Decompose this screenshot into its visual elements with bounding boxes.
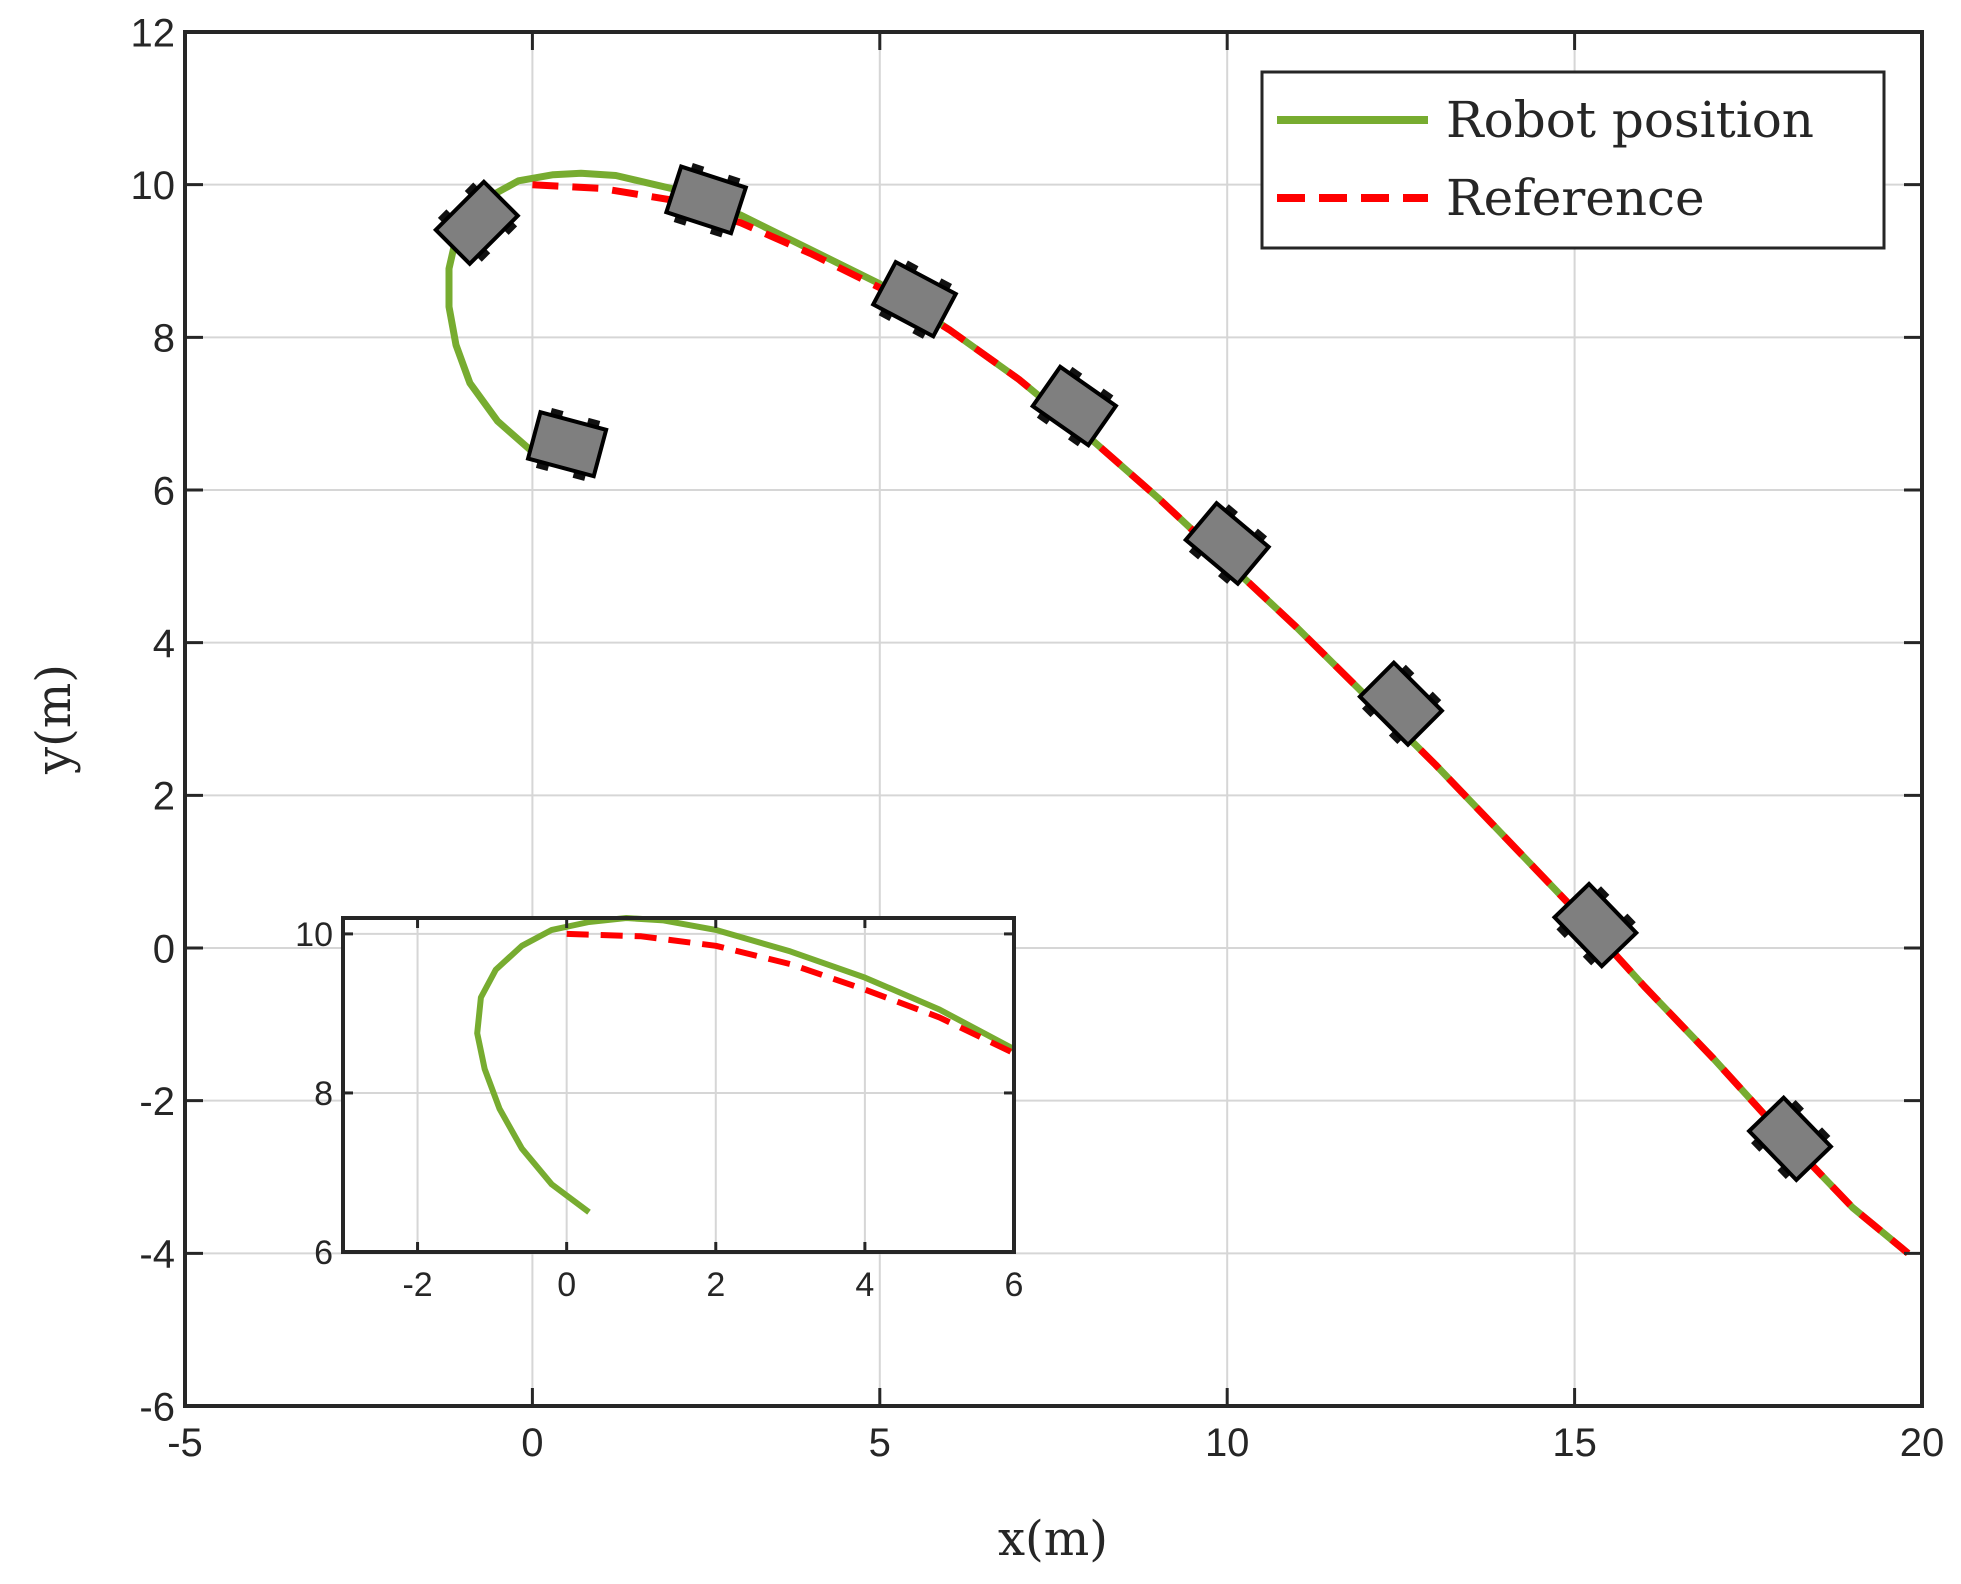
- main-y-tick-label: -6: [139, 1385, 175, 1429]
- robot-marker: [1357, 659, 1445, 748]
- robot-body: [663, 164, 749, 236]
- main-x-tick-label: 5: [869, 1421, 891, 1465]
- main-y-tick-label: 6: [153, 469, 175, 513]
- robot-body: [1551, 881, 1640, 970]
- robot-marker: [870, 259, 959, 340]
- legend: Robot position Reference: [1260, 70, 1886, 250]
- main-y-tick-label: 8: [153, 317, 175, 361]
- robot-body: [432, 178, 521, 267]
- robot-marker: [1746, 1094, 1834, 1183]
- inset-axes-box: [341, 916, 1016, 1254]
- inset-ticks: -2 0 2 4 6 6 8 10: [295, 916, 1023, 1304]
- inset-plot: -2 0 2 4 6 6 8 10: [295, 915, 1023, 1304]
- robot-marker: [1551, 881, 1640, 970]
- robot-marker: [432, 178, 521, 267]
- inset-x-tick-label: 4: [855, 1266, 874, 1304]
- legend-label-robot-position: Robot position: [1446, 91, 1814, 149]
- inset-x-tick-label: 2: [706, 1266, 725, 1304]
- robot-body: [525, 409, 609, 479]
- robot-body: [870, 259, 959, 340]
- main-x-tick-label: -5: [167, 1421, 203, 1465]
- main-y-tick-label: 0: [153, 927, 175, 971]
- main-y-tick-label: 2: [153, 775, 175, 819]
- y-axis-label: y(m): [26, 664, 82, 775]
- inset-x-tick-label: -2: [402, 1266, 432, 1304]
- main-axes-box: [183, 30, 1924, 1408]
- inset-x-tick-label: 6: [1005, 1266, 1024, 1304]
- inset-series: [474, 915, 1016, 1215]
- main-y-tick-label: 10: [131, 164, 176, 208]
- main-y-tick-label: 12: [131, 11, 176, 55]
- robot-body: [1182, 500, 1272, 587]
- inset-plot-area: [343, 918, 1014, 1252]
- inset-y-tick-label: 6: [314, 1234, 333, 1272]
- inset-y-tick-label: 10: [295, 916, 333, 954]
- inset-robot-position-line: [474, 915, 1016, 1215]
- main-x-tick-label: 15: [1552, 1421, 1597, 1465]
- main-x-tick-label: 10: [1205, 1421, 1250, 1465]
- legend-box: [1260, 70, 1886, 250]
- robot-marker: [663, 163, 749, 238]
- main-x-tick-label: 0: [521, 1421, 543, 1465]
- x-axis-label: x(m): [998, 1511, 1108, 1567]
- robot-body: [1746, 1094, 1834, 1183]
- main-y-tick-label: -2: [139, 1080, 175, 1124]
- robot-markers: [432, 163, 1834, 1183]
- inset-reference-line: [566, 930, 1016, 1056]
- inset-y-tick-label: 8: [314, 1075, 333, 1113]
- legend-label-reference: Reference: [1446, 169, 1705, 227]
- robot-marker: [1182, 500, 1272, 587]
- robot-body: [1029, 364, 1119, 448]
- robot-marker: [525, 408, 609, 481]
- main-x-tick-label: 20: [1900, 1421, 1945, 1465]
- main-y-tick-label: -4: [139, 1233, 175, 1277]
- inset-x-tick-label: 0: [557, 1266, 576, 1304]
- main-y-tick-label: 4: [153, 622, 175, 666]
- robot-marker: [1029, 364, 1119, 448]
- robot-body: [1357, 659, 1445, 748]
